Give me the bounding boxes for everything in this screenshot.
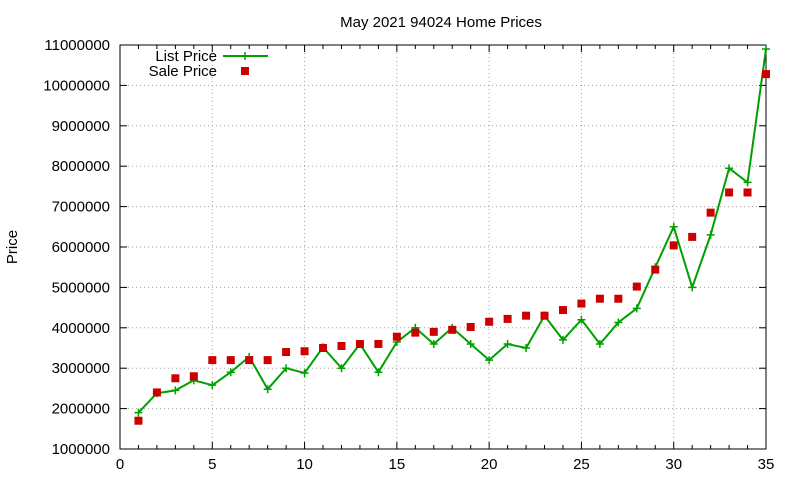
- x-tick-label: 35: [758, 456, 775, 473]
- list-price-point: [632, 304, 641, 313]
- x-tick-label: 0: [116, 456, 124, 473]
- list-price-point: [558, 335, 567, 344]
- list-price-point: [226, 368, 235, 377]
- sale-price-point: [485, 317, 494, 326]
- x-tick-label: 15: [389, 456, 406, 473]
- sale-price-point: [374, 339, 383, 348]
- legend-marker-list-price: [241, 52, 249, 60]
- list-price-point: [595, 339, 604, 348]
- legend-marker-sale-price: [241, 67, 249, 75]
- y-tick-label: 4000000: [52, 320, 110, 337]
- series-layer: [134, 45, 770, 425]
- sale-price-point: [208, 356, 217, 365]
- sale-price-point: [245, 356, 254, 365]
- list-price-point: [503, 339, 512, 348]
- legend-label-list-price: List Price: [155, 48, 217, 65]
- sale-price-point: [300, 347, 309, 356]
- sale-price-point: [466, 322, 475, 331]
- list-price-point: [208, 381, 217, 390]
- list-price-point: [706, 230, 715, 239]
- axis-layer: 1000000 2000000 3000000 4000000 5000000 60000…: [43, 37, 774, 473]
- sale-price-point: [577, 299, 586, 308]
- y-tick-label: 11000000: [44, 37, 110, 54]
- sale-price-point: [632, 282, 641, 291]
- list-price-point: [300, 369, 309, 378]
- list-price-point: [134, 408, 143, 417]
- sale-price-point: [669, 241, 678, 250]
- chart-title: May 2021 94024 Home Prices: [340, 14, 542, 31]
- y-axis-label: Price: [4, 230, 21, 264]
- plot-frame: [119, 44, 767, 450]
- sale-price-point: [263, 356, 272, 365]
- sale-price-point: [725, 188, 734, 197]
- x-tick-label: 25: [573, 456, 590, 473]
- sale-price-point: [651, 265, 660, 274]
- legend-label-sale-price: Sale Price: [149, 63, 217, 80]
- sale-price-point: [134, 416, 143, 425]
- sale-price-point: [171, 374, 180, 383]
- list-price-point: [725, 164, 734, 173]
- list-price-point: [669, 222, 678, 231]
- legend: List Price Sale Price: [149, 48, 268, 80]
- y-tick-label: 9000000: [52, 118, 110, 135]
- list-price-point: [337, 364, 346, 373]
- list-price-point: [282, 364, 291, 373]
- sale-price-point: [522, 311, 531, 320]
- y-tick-label: 8000000: [52, 158, 110, 175]
- sale-price-point: [503, 314, 512, 323]
- sale-price-point: [152, 388, 161, 397]
- x-tick-label: 5: [208, 456, 216, 473]
- sale-price-point: [411, 328, 420, 337]
- sale-price-point: [226, 356, 235, 365]
- sale-price-point: [762, 70, 770, 79]
- sale-price-point: [355, 339, 364, 348]
- sale-price-point: [337, 341, 346, 350]
- sale-price-point: [595, 294, 604, 303]
- y-tick-label: 5000000: [52, 279, 110, 296]
- list-price-point: [743, 178, 752, 187]
- sale-price-point: [189, 372, 198, 381]
- list-price-point: [374, 368, 383, 377]
- y-tick-label: 6000000: [52, 239, 110, 256]
- sale-price-point: [429, 327, 438, 336]
- sale-price-point: [282, 348, 291, 357]
- sale-price-point: [706, 208, 715, 217]
- list-price-point: [263, 385, 272, 394]
- sale-price-point: [392, 332, 401, 341]
- x-tick-label: 10: [296, 456, 313, 473]
- y-tick-label: 3000000: [52, 360, 110, 377]
- list-price-point: [577, 315, 586, 324]
- grid-layer: [120, 45, 766, 449]
- y-tick-label: 1000000: [52, 441, 110, 458]
- sale-price-point: [448, 325, 457, 334]
- y-tick-label: 2000000: [52, 401, 110, 418]
- list-price-point: [614, 318, 623, 327]
- list-price-point: [485, 356, 494, 365]
- x-tick-label: 30: [665, 456, 682, 473]
- x-tick-label: 20: [481, 456, 498, 473]
- list-price-point: [522, 344, 531, 352]
- list-price-point: [762, 45, 770, 54]
- sale-price-point: [319, 344, 328, 352]
- list-price-point: [171, 386, 180, 395]
- y-tick-label: 10000000: [43, 77, 110, 94]
- sale-price-point: [614, 294, 623, 303]
- list-price-point: [429, 339, 438, 348]
- list-price-point: [688, 283, 697, 292]
- sale-price-point: [743, 188, 752, 197]
- sale-price-point: [540, 311, 549, 320]
- y-tick-label: 7000000: [52, 199, 110, 216]
- sale-price-point: [558, 306, 567, 315]
- sale-price-point: [688, 232, 697, 241]
- list-price-point: [466, 339, 475, 348]
